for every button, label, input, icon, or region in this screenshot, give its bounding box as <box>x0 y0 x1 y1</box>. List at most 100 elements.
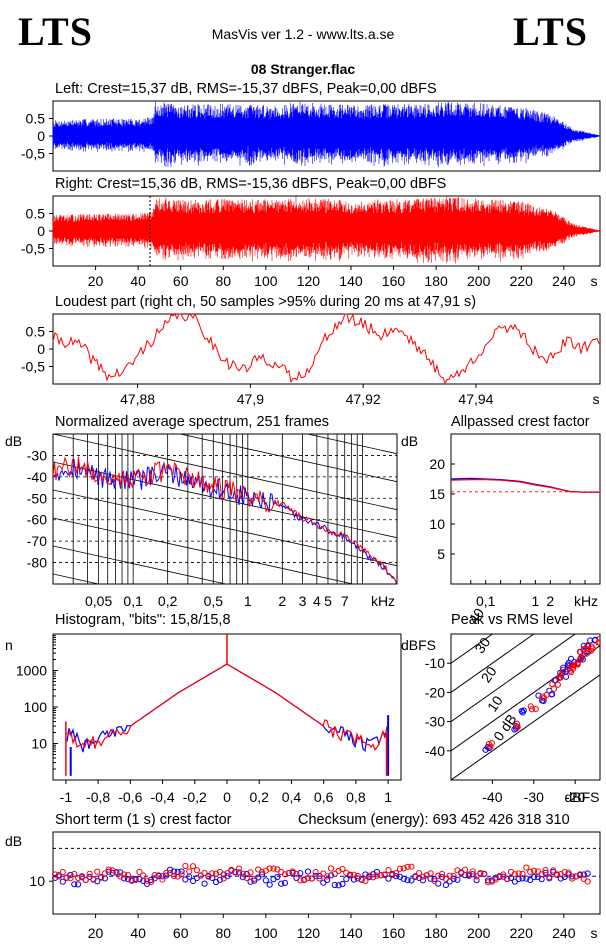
spectrum-ytick-label: -30 <box>27 447 47 463</box>
right-wave-xtick-label: 100 <box>254 273 278 289</box>
right-short-term-point <box>419 873 427 880</box>
left-short-term-point <box>247 878 254 885</box>
right-short-term-point <box>404 863 411 870</box>
right-wave-xtick-label: 60 <box>173 273 189 289</box>
right-short-term-point <box>408 863 415 870</box>
crest-ap-xtick-label: 2 <box>546 593 554 609</box>
right-wave-xtick-label: 120 <box>297 273 321 289</box>
loudest-xtick-label: 47,88 <box>120 391 155 407</box>
right-peak-rms-point <box>580 646 587 654</box>
right-short-term-point <box>354 872 361 880</box>
short-term-xunit: s <box>591 925 598 941</box>
right-short-term-point <box>166 870 174 877</box>
crest-ap-xunit: kHz <box>574 593 598 609</box>
right-short-term-point <box>542 867 549 874</box>
left-short-term-point <box>170 868 177 875</box>
left-wave-ytick-label: -0,5 <box>21 146 45 162</box>
right-short-term-point <box>301 876 308 883</box>
right-wave-ytick-label: -0,5 <box>21 241 45 257</box>
left-short-term-point <box>580 871 587 878</box>
logo-right: LTS <box>513 9 588 54</box>
right-short-term-point <box>347 871 354 878</box>
right-peak-rms-point <box>596 639 600 646</box>
right-peak-rms-point <box>576 648 584 655</box>
right-short-term-point <box>519 870 526 877</box>
left-short-term-point <box>109 869 116 876</box>
crest-ap-ytick-label: 5 <box>437 546 445 562</box>
left-short-term-point <box>343 875 350 883</box>
left-short-term-point <box>201 880 208 887</box>
right-short-term-point <box>358 876 365 884</box>
left-short-term-point <box>278 880 285 887</box>
right-wave-caption: Right: Crest=15,36 dB, RMS=-15,36 dBFS, … <box>55 176 447 192</box>
peak-rms-xunit: dBFS <box>564 789 599 805</box>
histogram-xtick-label: 0,4 <box>282 789 302 805</box>
right-short-term-point <box>159 876 166 883</box>
spectrum-ytick-label: -80 <box>27 555 47 571</box>
right-peak-rms-point <box>559 666 567 673</box>
left-short-term-point <box>239 874 246 881</box>
right-peak-rms-point <box>568 662 575 669</box>
left-short-term-point <box>304 868 312 875</box>
histogram-ytick-label: 1000 <box>16 663 47 679</box>
right-short-term-point <box>324 873 331 880</box>
left-peak-rms-point <box>580 642 587 649</box>
spectrum-slope <box>53 517 355 584</box>
right-short-term-point <box>450 872 457 880</box>
spectrum-xtick-label: 0,1 <box>123 593 143 609</box>
right-short-term-point <box>98 874 105 881</box>
right-short-term-point <box>366 872 373 879</box>
peak-rms-xtick-label: -30 <box>524 789 544 805</box>
left-short-term-point <box>235 869 243 876</box>
left-wave-series <box>52 101 600 168</box>
left-short-term-point <box>404 877 411 884</box>
left-short-term-point <box>584 870 591 877</box>
right-short-term-point <box>431 877 438 884</box>
left-short-term-point <box>454 876 461 883</box>
right-histogram-series <box>66 663 388 751</box>
left-short-term-point <box>258 871 266 878</box>
right-short-term-point <box>193 867 200 874</box>
short-term-xtick-label: 100 <box>254 925 278 941</box>
spectrum-frame <box>52 433 398 585</box>
right-short-term-point <box>285 869 292 877</box>
left-short-term-point <box>385 875 392 882</box>
right-short-term-point <box>55 873 63 880</box>
right-peak-rms-point <box>514 724 521 731</box>
left-short-term-point <box>59 878 66 885</box>
histogram-xtick-label: 0,6 <box>314 789 334 805</box>
peak-rms-diag-label: 30 <box>471 634 493 656</box>
right-short-term-point <box>415 870 423 877</box>
left-short-term-point <box>507 874 515 881</box>
left-short-term-point <box>484 877 492 884</box>
right-short-term-point <box>243 874 250 882</box>
right-short-term-point <box>584 878 591 885</box>
right-short-term-point <box>469 868 476 875</box>
right-peak-rms-point <box>528 706 536 713</box>
right-short-term-point <box>232 869 239 876</box>
left-short-term-point <box>251 877 258 884</box>
peak-rms-xtick-label: -40 <box>482 789 502 805</box>
right-wave-ytick-label: 0 <box>37 223 45 239</box>
crest-ap-ytick-label: 15 <box>429 486 445 502</box>
peak-rms-diag <box>451 634 577 723</box>
right-short-term-point <box>320 870 327 877</box>
right-short-term-point <box>216 868 223 876</box>
left-peak-rms-point <box>486 744 493 752</box>
left-short-term-point <box>392 873 400 880</box>
right-short-term-point <box>343 869 350 876</box>
left-short-term-point <box>354 875 361 882</box>
right-short-term-point <box>534 868 541 875</box>
right-short-term-point <box>427 870 434 877</box>
crest-ap-ytick-label: 20 <box>429 456 445 472</box>
right-short-term-point <box>465 871 472 878</box>
right-short-term-point <box>209 870 216 877</box>
spectrum-xtick-label: 3 <box>299 593 307 609</box>
right-short-term-point <box>576 871 584 878</box>
short-term-ytick-label: 10 <box>29 873 45 889</box>
left-short-term-point <box>136 876 143 883</box>
right-short-term-point <box>86 870 93 877</box>
right-wave-ytick-label: 0.5 <box>26 206 46 222</box>
right-short-term-point <box>101 870 109 877</box>
right-peak-rms-point <box>585 641 592 649</box>
